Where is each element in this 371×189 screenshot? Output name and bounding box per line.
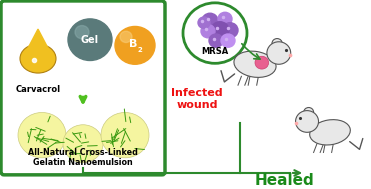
Text: Gel: Gel <box>81 35 99 45</box>
Text: All-Natural Cross-Linked
Gelatin Nanoemulsion: All-Natural Cross-Linked Gelatin Nanoemu… <box>28 148 138 167</box>
Text: Infected
wound: Infected wound <box>171 88 223 110</box>
Circle shape <box>218 12 232 26</box>
Circle shape <box>115 26 155 64</box>
Ellipse shape <box>20 44 56 73</box>
Circle shape <box>198 17 210 28</box>
Circle shape <box>75 26 89 39</box>
Circle shape <box>101 112 149 158</box>
Circle shape <box>120 31 132 43</box>
Text: B: B <box>129 40 137 49</box>
Circle shape <box>304 108 313 117</box>
Circle shape <box>68 19 112 60</box>
Ellipse shape <box>310 120 350 145</box>
Text: MRSA: MRSA <box>201 47 229 57</box>
Circle shape <box>221 34 235 47</box>
Circle shape <box>209 34 223 47</box>
Polygon shape <box>24 29 52 55</box>
Circle shape <box>18 112 66 158</box>
Circle shape <box>211 22 229 39</box>
Text: Healed: Healed <box>255 173 315 188</box>
Circle shape <box>201 25 215 38</box>
Circle shape <box>183 3 247 63</box>
Circle shape <box>63 125 103 163</box>
Circle shape <box>272 39 282 48</box>
Circle shape <box>296 111 319 132</box>
Text: 2: 2 <box>138 47 142 53</box>
Ellipse shape <box>234 51 276 77</box>
FancyBboxPatch shape <box>1 1 165 175</box>
Circle shape <box>202 13 218 28</box>
Text: Carvacrol: Carvacrol <box>16 85 60 94</box>
Circle shape <box>267 42 291 64</box>
Circle shape <box>255 56 269 69</box>
Circle shape <box>222 23 238 38</box>
